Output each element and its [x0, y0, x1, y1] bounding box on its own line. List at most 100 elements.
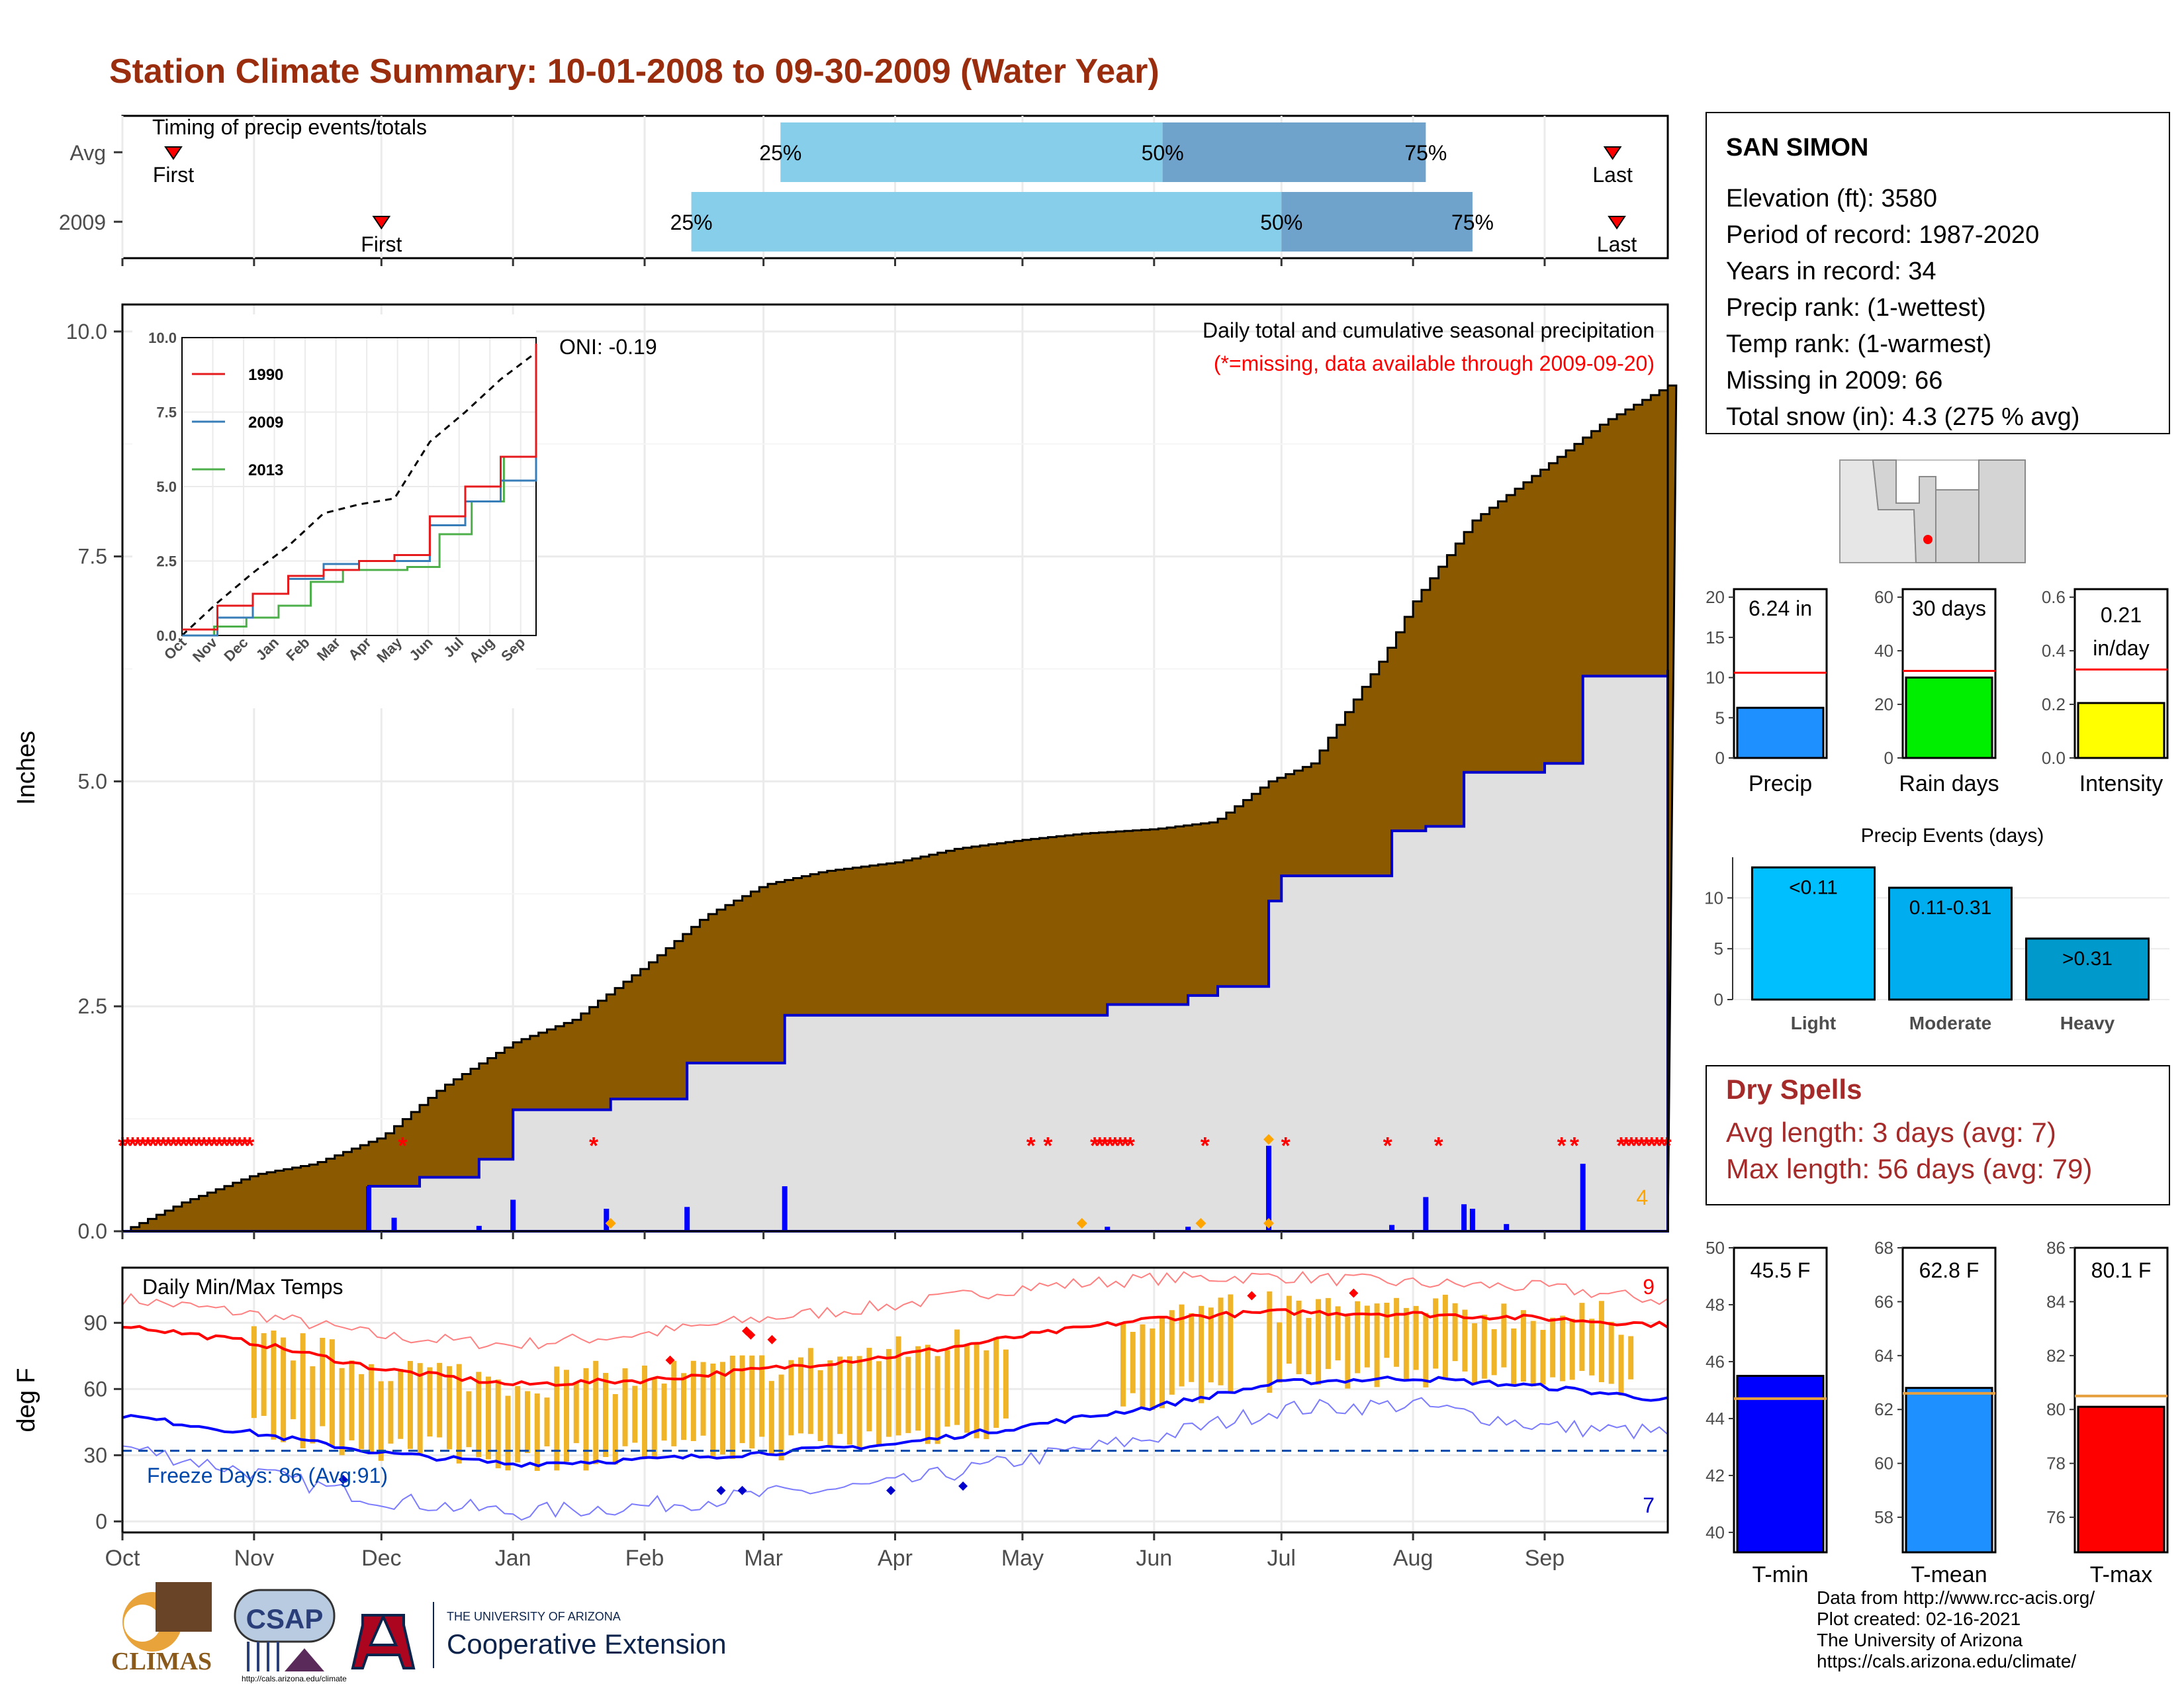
daily-temp-bar: [798, 1357, 804, 1434]
precip-ytick-label: 0.0: [78, 1219, 107, 1243]
daily-temp-bar: [544, 1397, 550, 1446]
events-bar-label: >0.31: [2062, 948, 2113, 970]
record-low-marker: [338, 1475, 348, 1484]
first-marker: [372, 216, 391, 230]
daily-temp-bar: [1228, 1294, 1234, 1393]
temp-count-hot: 9: [1643, 1275, 1655, 1299]
missing-data-marker: *: [159, 1132, 168, 1159]
inset-ytick-label: 10.0: [148, 330, 177, 346]
missing-data-marker: *: [1383, 1132, 1392, 1159]
timing-p25-label: 25%: [759, 141, 801, 165]
temp-summary-tick-label: 78: [2046, 1454, 2066, 1474]
daily-temp-bar: [583, 1368, 589, 1471]
daily-precip-bar: [1461, 1204, 1467, 1231]
daily-temp-bar: [759, 1355, 765, 1437]
daily-temp-bar: [1598, 1301, 1604, 1382]
missing-data-marker: *: [1637, 1132, 1646, 1159]
summary-tick-label: 20: [1706, 587, 1725, 607]
daily-temp-bar: [1472, 1323, 1478, 1384]
missing-data-marker: *: [1557, 1132, 1567, 1159]
daily-precip-bar: [604, 1209, 610, 1231]
daily-temp-bar: [1481, 1315, 1487, 1379]
daily-temp-bar: [1530, 1321, 1536, 1387]
month-label: Jan: [495, 1546, 531, 1571]
ua-logo: THE UNIVERSITY OF ARIZONA Cooperative Ex…: [351, 1602, 727, 1669]
station-info-line: Years in record: 34: [1726, 258, 1936, 285]
daily-temp-bar: [876, 1361, 882, 1447]
summary-tick-label: 5: [1715, 708, 1725, 727]
missing-data-marker: *: [1627, 1132, 1636, 1159]
temp-summary-tick-label: 48: [1706, 1295, 1725, 1315]
events-bar: [1888, 886, 2013, 1001]
daily-precip-bar: [1389, 1225, 1395, 1231]
precip-ylabel: Inches: [13, 731, 40, 805]
daily-precip-bar: [1469, 1209, 1475, 1231]
month-label: Jun: [1136, 1546, 1172, 1571]
summary-bar: [1905, 677, 1993, 759]
temp-summary-tick-label: 80: [2046, 1399, 2066, 1419]
daily-temp-bar: [1120, 1322, 1126, 1407]
station-name: SAN SIMON: [1726, 134, 1868, 162]
daily-temp-bar: [817, 1370, 823, 1441]
timing-bar-25-50: [691, 192, 1282, 252]
temp-summary-bar: [2077, 1405, 2165, 1554]
summary-tick-label: 60: [1874, 587, 1893, 607]
daily-temp-bar: [1491, 1329, 1497, 1376]
daily-temp-bar: [612, 1394, 618, 1465]
daily-temp-bar: [1462, 1309, 1468, 1372]
climas-logo: CLIMAS: [111, 1582, 212, 1675]
summary-tick-label: 0.6: [2042, 587, 2066, 607]
precip-ytick-label: 5.0: [78, 769, 107, 793]
daily-temp-bar: [934, 1356, 940, 1444]
daily-temp-bar: [261, 1333, 267, 1416]
daily-temp-bar: [505, 1395, 511, 1471]
temp-summary-label: T-min: [1752, 1562, 1809, 1587]
precip-corner-count: 4: [1636, 1186, 1648, 1209]
daily-temp-bar: [1355, 1301, 1361, 1374]
missing-data-marker: *: [148, 1132, 158, 1159]
daily-temp-bar: [1189, 1313, 1195, 1382]
precip-ytick-label: 2.5: [78, 994, 107, 1018]
daily-temp-bar: [1608, 1321, 1614, 1384]
daily-temp-bar: [1199, 1305, 1205, 1403]
daily-precip-bar: [366, 1186, 372, 1231]
missing-data-marker: *: [1105, 1132, 1115, 1159]
station-info-line: Missing in 2009: 66: [1726, 367, 1942, 395]
oni-value: ONI: -0.19: [559, 335, 657, 359]
station-location-marker: [1923, 535, 1933, 544]
record-low-line: [122, 1397, 1668, 1521]
daily-precip-bar: [1105, 1227, 1111, 1231]
daily-temp-bar: [515, 1385, 521, 1463]
inset-legend-label: 2009: [248, 414, 283, 432]
daily-temp-bar: [554, 1366, 560, 1471]
events-bar: [2025, 937, 2150, 1001]
missing-data-marker: *: [210, 1132, 219, 1159]
inset-frame: [181, 337, 537, 636]
daily-temp-bar: [368, 1364, 374, 1454]
summary-label: Intensity: [2079, 771, 2163, 796]
summary-value: 6.24 in: [1749, 596, 1812, 620]
inset-ytick-label: 5.0: [156, 479, 177, 495]
daily-temp-bar: [446, 1366, 452, 1450]
daily-temp-bar: [417, 1363, 423, 1454]
month-label: Apr: [878, 1546, 913, 1571]
daily-temp-bar: [1433, 1298, 1439, 1369]
daily-temp-bar: [1423, 1313, 1429, 1387]
temp-summary-tick-label: 62: [1874, 1399, 1893, 1419]
last-label: Last: [1592, 163, 1633, 187]
missing-data-marker: *: [1120, 1132, 1130, 1159]
missing-data-marker: *: [225, 1132, 234, 1159]
missing-data-marker: *: [1201, 1132, 1210, 1159]
daily-temp-bar: [1003, 1349, 1009, 1419]
daily-temp-bar: [398, 1369, 404, 1439]
month-label: Aug: [1393, 1546, 1433, 1571]
missing-data-marker: *: [1026, 1132, 1036, 1159]
month-label: May: [1001, 1546, 1044, 1571]
station-info-line: Precip rank: (1-wettest): [1726, 294, 1986, 322]
station-info-box: [1706, 112, 2170, 434]
daily-temp-bar: [1384, 1302, 1390, 1358]
daily-temp-bar: [1579, 1303, 1585, 1371]
daily-temp-bar: [1316, 1299, 1322, 1385]
daily-temp-bar: [739, 1355, 745, 1444]
daily-temp-bar: [642, 1365, 648, 1460]
